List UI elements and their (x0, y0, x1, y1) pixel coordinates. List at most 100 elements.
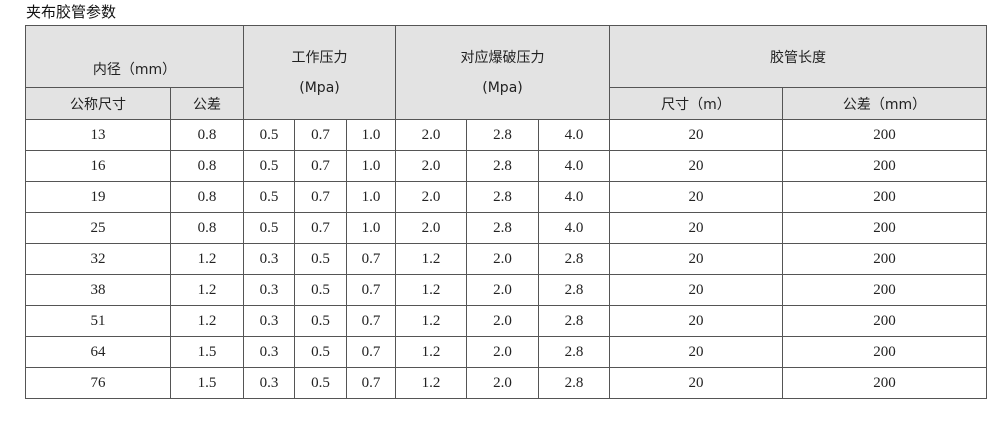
table-cell: 4.0 (538, 212, 610, 244)
header-tolerance: 公差 (170, 87, 244, 120)
table-row: 51 1.2 0.3 0.5 0.7 1.2 2.0 2.8 20 200 (25, 305, 987, 337)
table-cell: 0.3 (243, 305, 295, 337)
table-cell: 0.8 (170, 181, 244, 213)
table-cell: 0.7 (294, 181, 347, 213)
table-cell: 0.7 (294, 150, 347, 182)
table-cell: 2.0 (395, 119, 467, 151)
header-length-tolerance: 公差（mm） (782, 87, 987, 120)
header-burst-pressure-unit: (Mpa) (482, 79, 523, 96)
table-cell: 0.5 (294, 274, 347, 306)
header-working-pressure-unit: (Mpa) (299, 79, 340, 96)
table-cell: 1.2 (170, 305, 244, 337)
header-burst-pressure: 对应爆破压力 (Mpa) (395, 25, 610, 120)
table-cell: 2.0 (466, 274, 539, 306)
table-row: 64 1.5 0.3 0.5 0.7 1.2 2.0 2.8 20 200 (25, 336, 987, 368)
table-row: 38 1.2 0.3 0.5 0.7 1.2 2.0 2.8 20 200 (25, 274, 987, 306)
table-cell: 20 (609, 367, 783, 399)
table-row: 16 0.8 0.5 0.7 1.0 2.0 2.8 4.0 20 200 (25, 150, 987, 182)
table-cell: 200 (782, 119, 987, 151)
table-cell: 1.2 (395, 367, 467, 399)
table-cell: 2.8 (466, 181, 539, 213)
table-cell: 200 (782, 150, 987, 182)
table-cell: 2.0 (466, 305, 539, 337)
table-cell: 1.2 (170, 243, 244, 275)
table-cell: 1.2 (395, 243, 467, 275)
table-cell: 2.0 (466, 243, 539, 275)
table-cell: 0.3 (243, 243, 295, 275)
table-cell: 0.5 (294, 367, 347, 399)
table-cell: 51 (25, 305, 171, 337)
table-row: 32 1.2 0.3 0.5 0.7 1.2 2.0 2.8 20 200 (25, 243, 987, 275)
table-cell: 0.7 (346, 336, 396, 368)
table-body: 13 0.8 0.5 0.7 1.0 2.0 2.8 4.0 20 200 16 0.8 0.5 0.7… (25, 119, 987, 399)
table-cell: 1.5 (170, 336, 244, 368)
table-cell: 1.0 (346, 212, 396, 244)
table-cell: 200 (782, 336, 987, 368)
hose-spec-table: 内径（mm） 工作压力 (Mpa) 对应爆破压力 (Mpa) 胶管长度 公称尺寸… (25, 25, 987, 399)
table-cell: 0.7 (294, 212, 347, 244)
header-working-pressure: 工作压力 (Mpa) (243, 25, 396, 120)
table-cell: 200 (782, 181, 987, 213)
table-cell: 200 (782, 367, 987, 399)
table-cell: 0.7 (346, 274, 396, 306)
header-inner-diameter: 内径（mm） (25, 25, 244, 88)
table-cell: 25 (25, 212, 171, 244)
table-cell: 2.8 (538, 305, 610, 337)
table-row: 19 0.8 0.5 0.7 1.0 2.0 2.8 4.0 20 200 (25, 181, 987, 213)
table-cell: 2.8 (538, 367, 610, 399)
table-cell: 0.5 (294, 305, 347, 337)
table-cell: 20 (609, 243, 783, 275)
table-cell: 16 (25, 150, 171, 182)
page-title: 夹布胶管参数 (26, 3, 117, 21)
table-cell: 0.7 (346, 305, 396, 337)
header-nominal-size: 公称尺寸 (25, 87, 171, 120)
table-cell: 200 (782, 243, 987, 275)
table-cell: 2.0 (466, 336, 539, 368)
table-cell: 13 (25, 119, 171, 151)
header-burst-pressure-label: 对应爆破压力 (460, 49, 545, 66)
table-cell: 0.5 (294, 243, 347, 275)
table-cell: 1.2 (395, 336, 467, 368)
table-cell: 0.3 (243, 367, 295, 399)
table-row: 13 0.8 0.5 0.7 1.0 2.0 2.8 4.0 20 200 (25, 119, 987, 151)
table-cell: 1.2 (170, 274, 244, 306)
table-cell: 2.0 (395, 212, 467, 244)
header-length-size: 尺寸（m） (609, 87, 783, 120)
table-cell: 0.8 (170, 150, 244, 182)
table-cell: 200 (782, 274, 987, 306)
table-cell: 1.0 (346, 119, 396, 151)
table-cell: 2.8 (538, 274, 610, 306)
table-cell: 20 (609, 212, 783, 244)
table-cell: 200 (782, 305, 987, 337)
table-cell: 1.2 (395, 305, 467, 337)
table-cell: 38 (25, 274, 171, 306)
table-cell: 20 (609, 181, 783, 213)
table-cell: 20 (609, 274, 783, 306)
table-cell: 1.0 (346, 150, 396, 182)
table-cell: 2.8 (466, 212, 539, 244)
table-row: 76 1.5 0.3 0.5 0.7 1.2 2.0 2.8 20 200 (25, 367, 987, 399)
table-cell: 0.3 (243, 336, 295, 368)
header-hose-length: 胶管长度 (609, 25, 987, 88)
table-cell: 20 (609, 150, 783, 182)
table-cell: 32 (25, 243, 171, 275)
table-cell: 64 (25, 336, 171, 368)
table-cell: 2.8 (538, 336, 610, 368)
table-cell: 2.0 (395, 150, 467, 182)
table-cell: 1.0 (346, 181, 396, 213)
table-cell: 2.8 (466, 150, 539, 182)
table-cell: 0.3 (243, 274, 295, 306)
table-cell: 1.5 (170, 367, 244, 399)
table-cell: 20 (609, 119, 783, 151)
table-cell: 2.8 (538, 243, 610, 275)
table-cell: 0.7 (346, 367, 396, 399)
table-cell: 19 (25, 181, 171, 213)
table-cell: 4.0 (538, 181, 610, 213)
table-header: 内径（mm） 工作压力 (Mpa) 对应爆破压力 (Mpa) 胶管长度 公称尺寸… (25, 25, 987, 120)
table-cell: 2.0 (466, 367, 539, 399)
table-cell: 20 (609, 336, 783, 368)
table-cell: 0.5 (243, 150, 295, 182)
table-cell: 0.8 (170, 119, 244, 151)
table-cell: 1.2 (395, 274, 467, 306)
table-cell: 0.5 (294, 336, 347, 368)
